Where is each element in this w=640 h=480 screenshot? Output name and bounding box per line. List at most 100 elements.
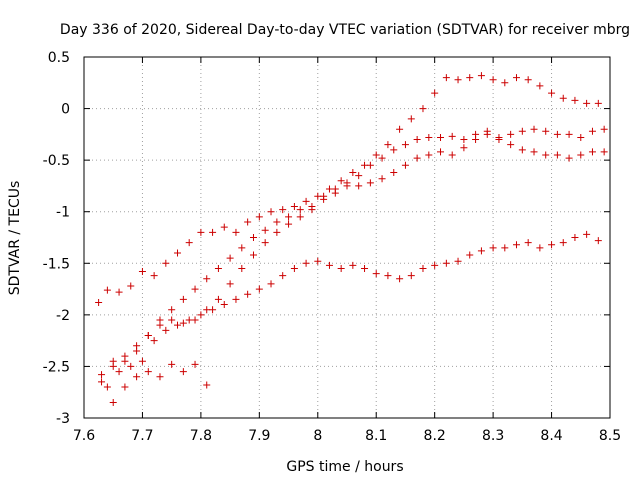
data-point: [127, 362, 135, 370]
data-point: [431, 89, 439, 97]
data-point: [337, 177, 345, 185]
data-point: [162, 259, 170, 267]
data-point: [144, 368, 152, 376]
data-point: [472, 136, 480, 144]
data-point: [150, 272, 158, 280]
data-point: [460, 136, 468, 144]
data-point: [261, 239, 269, 247]
data-point: [249, 234, 257, 241]
data-point: [454, 76, 462, 84]
data-point: [285, 220, 293, 228]
data-point: [308, 206, 316, 214]
data-point: [133, 342, 141, 350]
data-point: [109, 357, 117, 365]
x-tick-label: 8.2: [424, 428, 446, 444]
data-point: [507, 130, 515, 138]
data-point: [325, 261, 333, 269]
data-point: [244, 218, 252, 226]
data-point: [448, 151, 456, 159]
data-point: [220, 223, 228, 231]
data-point: [214, 264, 222, 272]
data-point: [530, 148, 538, 156]
data-point: [407, 115, 415, 123]
data-point: [448, 132, 456, 140]
data-point: [390, 169, 398, 177]
data-point: [273, 228, 281, 236]
data-point: [203, 275, 211, 283]
data-point: [372, 270, 380, 278]
series-track-1: [95, 72, 602, 306]
data-point: [103, 383, 111, 391]
data-point: [255, 213, 263, 221]
data-point: [413, 136, 421, 144]
data-point: [127, 282, 135, 290]
data-point: [366, 161, 374, 169]
data-point: [138, 357, 146, 365]
data-point: [302, 259, 310, 267]
data-point: [174, 321, 182, 329]
series-track-5: [109, 360, 211, 407]
data-point: [179, 295, 187, 303]
data-point: [179, 319, 187, 327]
grid: [84, 57, 610, 418]
data-point: [214, 295, 222, 303]
data-point: [565, 130, 573, 138]
data-point: [121, 352, 129, 360]
data-point: [144, 331, 152, 339]
data-point: [431, 261, 439, 269]
data-point: [536, 82, 544, 90]
data-point: [209, 228, 217, 236]
data-point: [150, 337, 158, 345]
x-tick-label: 7.8: [190, 428, 212, 444]
data-point: [548, 241, 556, 249]
data-point: [267, 280, 275, 288]
data-point: [536, 244, 544, 252]
data-point: [121, 383, 129, 391]
data-point: [542, 151, 550, 159]
data-point: [571, 234, 579, 241]
data-point: [220, 301, 228, 309]
data-point: [583, 99, 591, 107]
data-point: [425, 151, 433, 159]
data-point: [314, 257, 322, 265]
data-point: [103, 286, 111, 294]
x-tick-label: 7.6: [73, 428, 95, 444]
data-point: [179, 368, 187, 376]
x-tick-label: 8.3: [482, 428, 504, 444]
chart-title: Day 336 of 2020, Sidereal Day-to-day VTE…: [60, 22, 630, 38]
y-tick-label: 0.5: [48, 50, 70, 66]
data-point: [320, 192, 328, 200]
data-point: [343, 179, 351, 187]
data-points: [95, 72, 608, 407]
data-point: [109, 399, 117, 407]
data-point: [384, 141, 392, 149]
data-point: [495, 133, 503, 141]
data-point: [255, 285, 263, 293]
data-point: [138, 268, 146, 276]
data-point: [285, 213, 293, 221]
x-tick-label: 8.4: [540, 428, 562, 444]
data-point: [115, 368, 123, 376]
data-point: [489, 244, 497, 252]
data-point: [232, 228, 240, 236]
data-point: [226, 280, 234, 288]
data-point: [331, 185, 339, 193]
y-tick-label: -2: [56, 308, 70, 324]
data-point: [600, 125, 608, 133]
data-point: [162, 326, 170, 334]
data-point: [361, 161, 369, 169]
data-point: [419, 264, 427, 272]
data-point: [296, 206, 304, 214]
data-point: [238, 264, 246, 272]
data-point: [477, 247, 485, 255]
data-point: [226, 254, 234, 262]
data-point: [518, 146, 526, 154]
data-point: [115, 288, 123, 296]
data-point: [548, 89, 556, 97]
data-point: [296, 213, 304, 221]
x-tick-label: 7.7: [131, 428, 153, 444]
data-point: [577, 133, 585, 141]
x-tick-label: 8: [313, 428, 322, 444]
data-point: [249, 251, 257, 259]
